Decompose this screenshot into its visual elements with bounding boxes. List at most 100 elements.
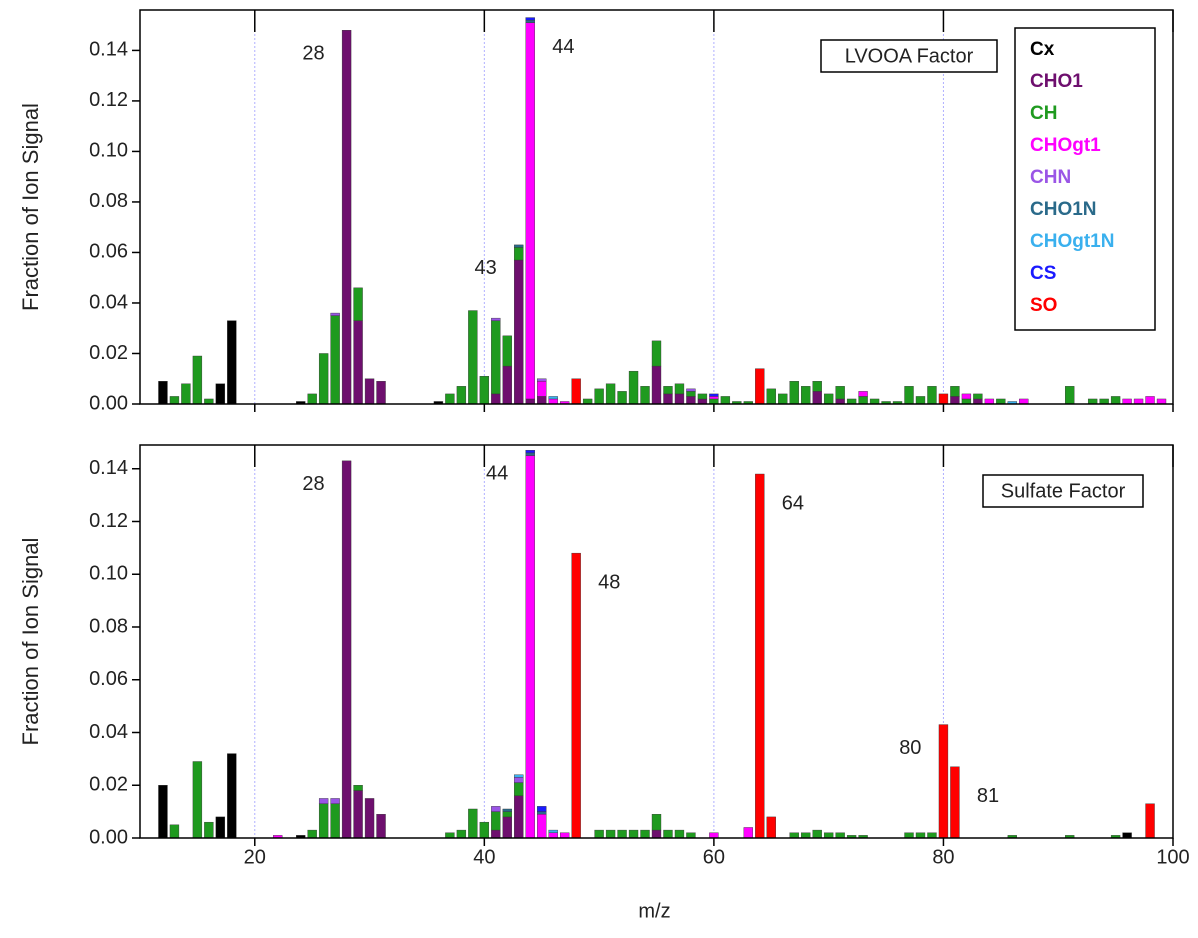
bar-segment <box>640 386 650 405</box>
y-tick-label: 0.02 <box>89 774 128 796</box>
bar-segment <box>514 782 524 796</box>
bar-segment <box>801 386 811 405</box>
y-tick-label: 0.12 <box>89 89 128 111</box>
bar-segment <box>318 353 329 405</box>
bar-segment <box>789 832 799 839</box>
bar-segment <box>973 393 983 400</box>
bar-segment <box>456 386 467 405</box>
bar-segment <box>961 393 972 400</box>
bar-segment <box>353 785 363 791</box>
bar-segment <box>525 19 535 23</box>
bar-segment <box>158 381 168 405</box>
bar-segment <box>215 816 226 839</box>
bar-segment <box>537 378 547 382</box>
bar-segment <box>445 832 455 839</box>
bar-segment <box>709 396 719 400</box>
x-tick-label: 80 <box>932 846 954 868</box>
bar-segment <box>801 832 811 839</box>
bar-segment <box>651 340 662 367</box>
bar-segment <box>525 452 535 456</box>
bar-segment <box>823 832 834 839</box>
factor-label: Sulfate Factor <box>1001 480 1126 502</box>
y-tick-label: 0.14 <box>89 39 128 61</box>
bar-segment <box>341 30 352 405</box>
bar-segment <box>651 365 662 405</box>
legend-entry: Cx <box>1030 39 1055 60</box>
bar-segment <box>812 391 822 405</box>
bar-segment <box>514 244 524 248</box>
bar-segment <box>468 310 478 405</box>
y-tick-label: 0.00 <box>89 392 128 414</box>
bar-segment <box>651 829 662 839</box>
bar-segment <box>755 473 765 839</box>
bar-segment <box>950 396 960 405</box>
bar-segment <box>755 368 765 405</box>
bar-segment <box>674 383 685 395</box>
bar-segment <box>950 386 960 397</box>
bar-segment <box>560 832 570 839</box>
bar-segment <box>445 393 455 405</box>
bar-segment <box>456 829 467 839</box>
peak-label: 43 <box>475 257 497 279</box>
bar-segment <box>927 386 937 405</box>
bar-segment <box>514 247 524 261</box>
bar-segment <box>548 396 558 400</box>
bar-segment <box>1156 398 1167 405</box>
y-tick-label: 0.10 <box>89 563 128 585</box>
bar-segment <box>915 832 926 839</box>
bar-segment <box>640 829 650 839</box>
bar-segment <box>537 814 547 839</box>
bar-segment <box>525 455 535 839</box>
bar-segment <box>192 355 203 405</box>
bar-segment <box>192 761 203 839</box>
bar-segment <box>823 393 834 405</box>
bar-segment <box>468 808 478 839</box>
bar-segment <box>697 393 708 400</box>
bar-segment <box>548 832 558 839</box>
bar-segment <box>330 315 340 405</box>
bar-segment <box>663 393 673 405</box>
bar-segment <box>537 806 547 812</box>
bar-segment <box>330 803 340 839</box>
bar-segment <box>1133 398 1144 405</box>
bar-segment <box>514 259 524 405</box>
bar-segment <box>307 393 317 405</box>
bar-segment <box>227 320 237 405</box>
bar-segment <box>1145 396 1155 405</box>
y-tick-label: 0.14 <box>89 457 128 479</box>
bar-segment <box>812 381 822 392</box>
legend-entry: CS <box>1030 263 1056 284</box>
bar-segment <box>789 381 799 405</box>
bar-segment <box>984 398 995 405</box>
bar-segment <box>158 785 168 839</box>
bar-segment <box>904 832 914 839</box>
bar-segment <box>330 798 340 804</box>
bar-segment <box>169 396 180 405</box>
y-tick-label: 0.04 <box>89 291 128 313</box>
bar-segment <box>364 798 375 839</box>
peak-label: 28 <box>302 473 324 495</box>
bar-segment <box>674 393 685 405</box>
y-axis-label: Fraction of Ion Signal <box>18 538 43 746</box>
bar-segment <box>525 398 535 405</box>
y-tick-label: 0.08 <box>89 190 128 212</box>
bar-segment <box>605 383 616 405</box>
bar-segment <box>778 393 788 405</box>
bar-segment <box>181 383 191 405</box>
bar-segment <box>720 396 731 405</box>
bar-segment <box>674 829 685 839</box>
plot-frame <box>139 444 1174 839</box>
bar-segment <box>307 829 317 839</box>
bar-segment <box>686 396 696 405</box>
legend-entry: CHN <box>1030 167 1071 188</box>
bar-segment <box>594 388 604 405</box>
bar-segment <box>514 777 524 783</box>
bar-segment <box>709 393 719 397</box>
y-axis-label: Fraction of Ion Signal <box>18 103 43 311</box>
y-tick-label: 0.08 <box>89 615 128 637</box>
bar-segment <box>1122 832 1132 839</box>
bar-segment <box>571 552 581 839</box>
plot-frame <box>139 9 1174 405</box>
peak-label: 28 <box>302 42 324 64</box>
bar-segment <box>491 317 501 321</box>
